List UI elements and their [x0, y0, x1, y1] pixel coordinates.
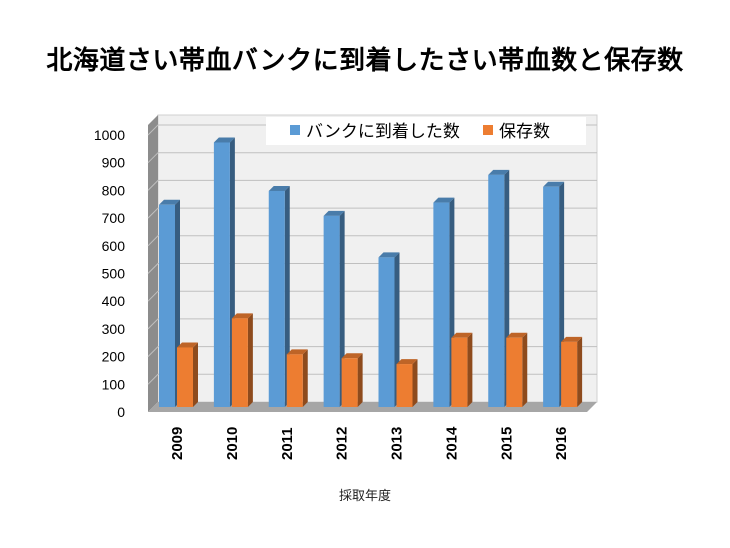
legend-swatch	[483, 125, 493, 135]
bar	[213, 137, 235, 407]
x-tick-label: 2016	[553, 427, 570, 460]
legend-swatch	[290, 125, 300, 135]
y-tick-label: 1000	[94, 127, 125, 143]
x-axis-ticks: 2009 2010 2011 2012 2013 2014 2015 2016	[169, 426, 570, 460]
y-tick-label: 500	[102, 266, 126, 282]
x-tick-label: 2013	[389, 427, 406, 460]
bar	[341, 353, 363, 407]
x-tick-label: 2010	[224, 427, 241, 460]
x-tick-label: 2015	[498, 427, 515, 460]
y-tick-label: 400	[102, 293, 126, 309]
x-tick-label: 2014	[443, 426, 460, 460]
x-tick-label: 2012	[334, 427, 351, 460]
bar	[488, 169, 510, 407]
legend-label: 保存数	[499, 122, 550, 142]
y-tick-label: 700	[102, 210, 126, 226]
y-tick-label: 300	[102, 321, 126, 337]
bars	[159, 137, 583, 407]
bar	[543, 181, 565, 407]
bar	[177, 342, 198, 407]
bar	[451, 332, 473, 407]
bar	[268, 185, 290, 407]
y-axis-ticks: 0 100 200 300 400 500 600 700 800 900 1000	[94, 127, 125, 420]
bar	[506, 332, 528, 407]
legend-box	[266, 117, 586, 145]
floor	[148, 402, 597, 412]
x-tick-label: 2011	[279, 427, 296, 460]
y-tick-label: 600	[102, 238, 126, 254]
legend-label: バンクに到着した数	[306, 122, 460, 142]
gridline	[147, 152, 597, 164]
y-tick-label: 100	[102, 376, 126, 392]
y-tick-label: 200	[102, 349, 126, 365]
x-axis-label: 採取年度	[338, 489, 391, 504]
bar	[378, 252, 400, 407]
side-wall	[148, 115, 158, 412]
chart-title: 北海道さい帯血バンクに到着したさい帯血数と保存数	[46, 46, 684, 76]
y-tick-label: 0	[117, 404, 125, 420]
bar	[231, 313, 253, 407]
bar	[159, 199, 180, 407]
bar	[433, 197, 455, 407]
x-tick-label: 2009	[169, 427, 186, 460]
y-tick-label: 900	[102, 155, 126, 171]
bar	[323, 210, 345, 407]
gridline	[147, 179, 597, 191]
bar	[396, 359, 418, 407]
bar	[286, 349, 308, 407]
y-tick-label: 800	[102, 182, 126, 198]
bar	[561, 336, 583, 407]
legend: バンクに到着した数 保存数	[266, 117, 586, 145]
